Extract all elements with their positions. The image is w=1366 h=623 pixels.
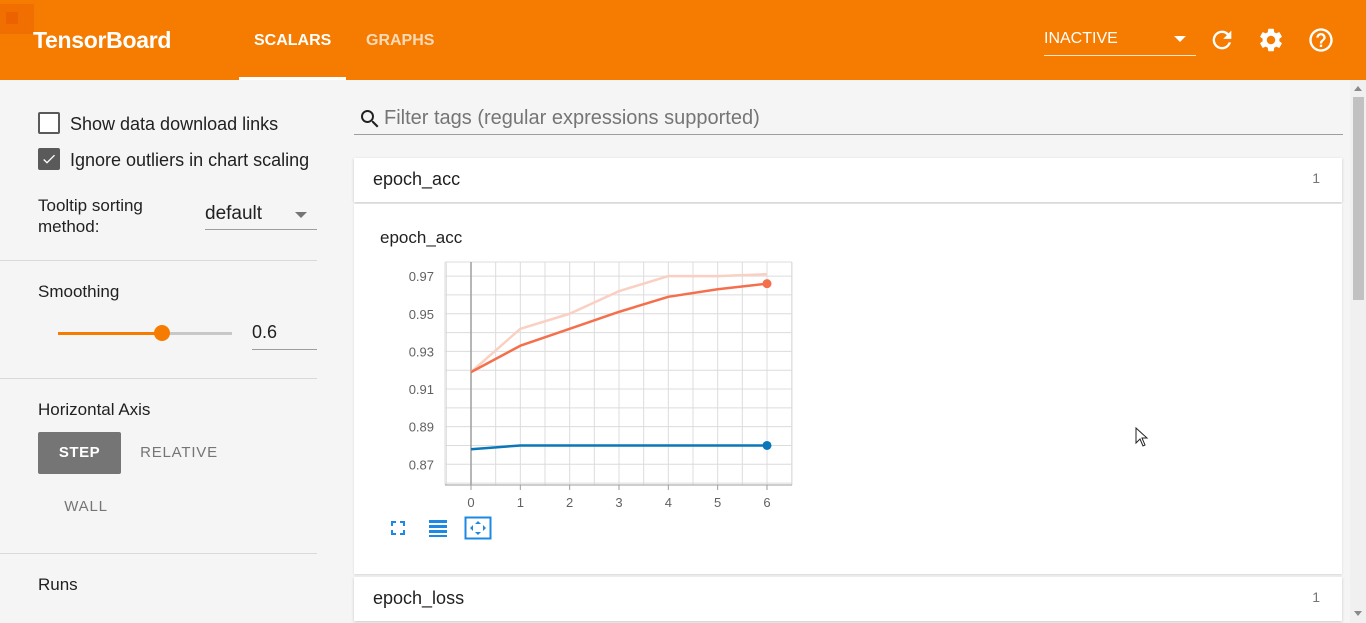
chart-card: epoch_acc 0.87 0.89 0.91 0.93 0.95 0.97 0 1 2 3 4 5…: [354, 204, 1342, 574]
axis-wall-button[interactable]: WALL: [64, 498, 108, 515]
tab-scalars[interactable]: SCALARS: [254, 32, 332, 49]
mouse-cursor-icon: [1135, 426, 1149, 452]
run-selector-value: INACTIVE: [1044, 30, 1118, 47]
tooltip-sorting-dropdown[interactable]: default: [205, 203, 317, 230]
y-tick-label: 0.87: [409, 457, 434, 472]
y-tick-label: 0.93: [409, 344, 434, 359]
chevron-down-icon: [1174, 36, 1186, 42]
chevron-down-icon: [295, 212, 307, 218]
runs-title: Runs: [38, 575, 78, 594]
checkbox-box[interactable]: [38, 148, 60, 170]
sidebar: Show data download links Ignore outliers…: [0, 80, 317, 623]
help-icon[interactable]: [1307, 26, 1335, 54]
y-tick-label: 0.95: [409, 307, 434, 322]
ignore-outliers-checkbox[interactable]: Ignore outliers in chart scaling: [38, 147, 319, 171]
smoothing-input[interactable]: 0.6: [252, 320, 317, 350]
active-tab-indicator: [239, 77, 346, 80]
log-scale-toggle-icon[interactable]: [426, 516, 454, 542]
scrollbar[interactable]: [1350, 80, 1366, 623]
series-line-train-raw: [470, 272, 768, 374]
show-download-links-checkbox[interactable]: Show data download links: [38, 111, 298, 135]
checkmark-icon: [43, 154, 55, 164]
category-count: 1: [1312, 170, 1320, 186]
x-tick-label: 5: [714, 495, 721, 510]
series-line-train-smoothed: [470, 282, 768, 374]
axis-step-button[interactable]: STEP: [38, 432, 121, 474]
y-tick-label: 0.91: [409, 382, 434, 397]
run-selector-dropdown[interactable]: INACTIVE: [1044, 28, 1196, 56]
category-header-epoch-acc[interactable]: epoch_acc 1: [354, 158, 1342, 202]
main-panel: Filter tags (regular expressions support…: [330, 80, 1350, 623]
search-icon: [358, 107, 382, 136]
smoothing-slider[interactable]: [58, 325, 232, 341]
corner-square-icon: [0, 4, 34, 34]
line-chart[interactable]: 0.87 0.89 0.91 0.93 0.95 0.97 0 1 2 3 4 5 6: [354, 252, 814, 512]
tab-graphs[interactable]: GRAPHS: [366, 32, 435, 49]
fit-domain-icon[interactable]: [464, 516, 492, 542]
ignore-outliers-label: Ignore outliers in chart scaling: [70, 150, 310, 170]
app-title: TensorBoard: [33, 27, 172, 53]
scroll-down-arrow-icon[interactable]: [1354, 611, 1362, 616]
x-tick-label: 0: [467, 495, 474, 510]
x-tick-label: 3: [615, 495, 622, 510]
category-header-epoch-loss[interactable]: epoch_loss 1: [354, 577, 1342, 621]
y-tick-label: 0.97: [409, 269, 434, 284]
scroll-up-arrow-icon[interactable]: [1354, 86, 1362, 91]
series-line-validation: [470, 444, 767, 451]
series-endpoint-train-smoothed: [762, 279, 772, 289]
x-tick-label: 4: [665, 495, 672, 510]
horizontal-axis-title: Horizontal Axis: [38, 400, 151, 419]
gear-icon[interactable]: [1257, 26, 1285, 54]
x-tick-label: 2: [566, 495, 573, 510]
series-endpoint-validation: [762, 440, 772, 450]
checkbox-box[interactable]: [38, 112, 60, 134]
scrollbar-thumb[interactable]: [1353, 97, 1364, 300]
category-count: 1: [1312, 589, 1320, 605]
x-tick-label: 6: [763, 495, 770, 510]
smoothing-slider-thumb[interactable]: [154, 325, 171, 341]
tooltip-sorting-label: Tooltip sorting method:: [38, 196, 143, 236]
smoothing-slider-fill: [58, 332, 163, 335]
divider: [0, 553, 317, 554]
divider: [0, 378, 317, 379]
tag-filter[interactable]: Filter tags (regular expressions support…: [354, 104, 1343, 135]
show-download-links-label: Show data download links: [70, 114, 279, 134]
divider: [0, 260, 317, 261]
x-tick-label: 1: [517, 495, 524, 510]
reload-icon[interactable]: [1208, 26, 1236, 54]
top-bar: TensorBoard SCALARS GRAPHS INACTIVE: [0, 0, 1366, 80]
axis-relative-button[interactable]: RELATIVE: [140, 444, 218, 461]
chart-title: epoch_acc: [380, 228, 463, 247]
tooltip-sorting-value: default: [205, 203, 263, 224]
fullscreen-icon[interactable]: [386, 516, 414, 542]
y-tick-label: 0.89: [409, 420, 434, 435]
category-name: epoch_loss: [373, 588, 465, 608]
smoothing-title: Smoothing: [38, 282, 120, 301]
category-name: epoch_acc: [373, 169, 461, 189]
tag-filter-input[interactable]: Filter tags (regular expressions support…: [384, 107, 760, 129]
